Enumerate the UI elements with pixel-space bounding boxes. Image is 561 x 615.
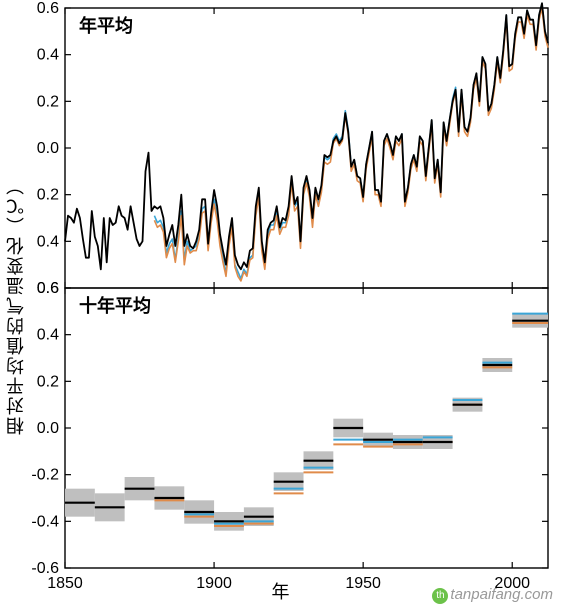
plot-area: 0.60.40.20.00.20.40.6年平均-0.6-0.4-0.20.00… <box>0 0 561 610</box>
svg-text:-0.2: -0.2 <box>31 467 59 484</box>
svg-text:十年平均: 十年平均 <box>79 295 151 316</box>
svg-text:0.4: 0.4 <box>37 233 59 250</box>
svg-text:-0.4: -0.4 <box>31 513 59 530</box>
svg-text:0.2: 0.2 <box>37 187 59 204</box>
svg-text:0.6: 0.6 <box>37 280 59 297</box>
svg-text:0.2: 0.2 <box>37 93 59 110</box>
watermark: thtanpaifang.com <box>432 586 553 604</box>
svg-text:0.4: 0.4 <box>37 47 59 64</box>
svg-text:0.6: 0.6 <box>37 0 59 17</box>
watermark-text: tanpaifang.com <box>450 586 553 603</box>
svg-text:0.0: 0.0 <box>37 140 59 157</box>
figure: 相对平均值的气温变化（℃） 0.6 0.4 0.2 0.0 0.2 0.4 0.6 年平均 -0… <box>0 0 561 610</box>
svg-text:0.4: 0.4 <box>37 327 59 344</box>
y-axis-label: 相对平均值的气温变化（℃） <box>3 175 29 435</box>
svg-text:0.0: 0.0 <box>37 420 59 437</box>
watermark-logo-icon: th <box>432 588 448 604</box>
svg-text:0.2: 0.2 <box>37 373 59 390</box>
svg-text:年平均: 年平均 <box>79 15 133 36</box>
